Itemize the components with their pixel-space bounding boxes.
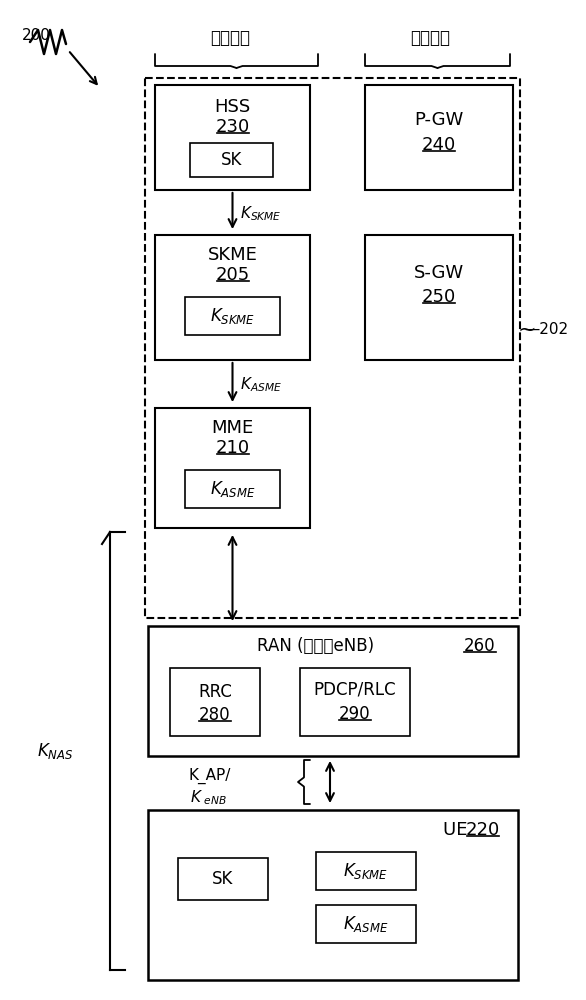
Bar (148, 810, 518, 980)
Text: 220: 220 (466, 821, 500, 839)
Text: S-GW: S-GW (414, 264, 464, 282)
Bar (145, 78, 520, 618)
Text: 290: 290 (339, 705, 371, 723)
Bar (155, 408, 310, 528)
Text: $K_{SKME}$: $K_{SKME}$ (343, 861, 389, 881)
Bar (185, 470, 280, 508)
Text: HSS: HSS (214, 98, 251, 116)
Text: ~: ~ (518, 320, 537, 340)
Bar (148, 626, 518, 756)
Text: $K_{NAS}$: $K_{NAS}$ (37, 741, 73, 761)
Text: $K_{\ eNB}$: $K_{\ eNB}$ (190, 789, 226, 807)
Text: —202: —202 (524, 322, 568, 338)
Bar (170, 668, 260, 736)
Text: PDCP/RLC: PDCP/RLC (314, 681, 396, 699)
Text: $K_{ASME}$: $K_{ASME}$ (343, 914, 389, 934)
Text: $K_{ASME}$: $K_{ASME}$ (240, 376, 282, 394)
Text: 210: 210 (216, 439, 250, 457)
Bar (316, 905, 416, 943)
Text: 205: 205 (216, 266, 250, 284)
Bar (190, 143, 273, 177)
Text: P-GW: P-GW (414, 111, 464, 129)
Text: 230: 230 (216, 118, 250, 136)
Text: K_AP/: K_AP/ (189, 768, 231, 784)
Text: SK: SK (212, 870, 234, 888)
Text: $K_{SKME}$: $K_{SKME}$ (210, 306, 255, 326)
Text: RAN (例如，eNB): RAN (例如，eNB) (257, 637, 379, 655)
Text: MME: MME (212, 419, 254, 437)
Bar (365, 235, 513, 360)
Text: $K_{SKME}$: $K_{SKME}$ (240, 205, 282, 223)
Text: UE: UE (443, 821, 473, 839)
Text: 280: 280 (199, 706, 231, 724)
Text: 控制平面: 控制平面 (210, 29, 250, 47)
Bar (178, 858, 268, 900)
Text: 200: 200 (22, 28, 51, 43)
Bar (365, 85, 513, 190)
Text: RRC: RRC (198, 683, 232, 701)
Text: $K_{ASME}$: $K_{ASME}$ (210, 479, 255, 499)
Text: 用户平面: 用户平面 (410, 29, 450, 47)
Bar (155, 85, 310, 190)
Bar (316, 852, 416, 890)
Text: 240: 240 (422, 136, 456, 154)
Text: SK: SK (221, 151, 242, 169)
Text: SKME: SKME (207, 246, 257, 264)
Text: 260: 260 (464, 637, 496, 655)
Text: 250: 250 (422, 288, 456, 306)
Bar (185, 297, 280, 335)
Bar (300, 668, 410, 736)
Bar (155, 235, 310, 360)
